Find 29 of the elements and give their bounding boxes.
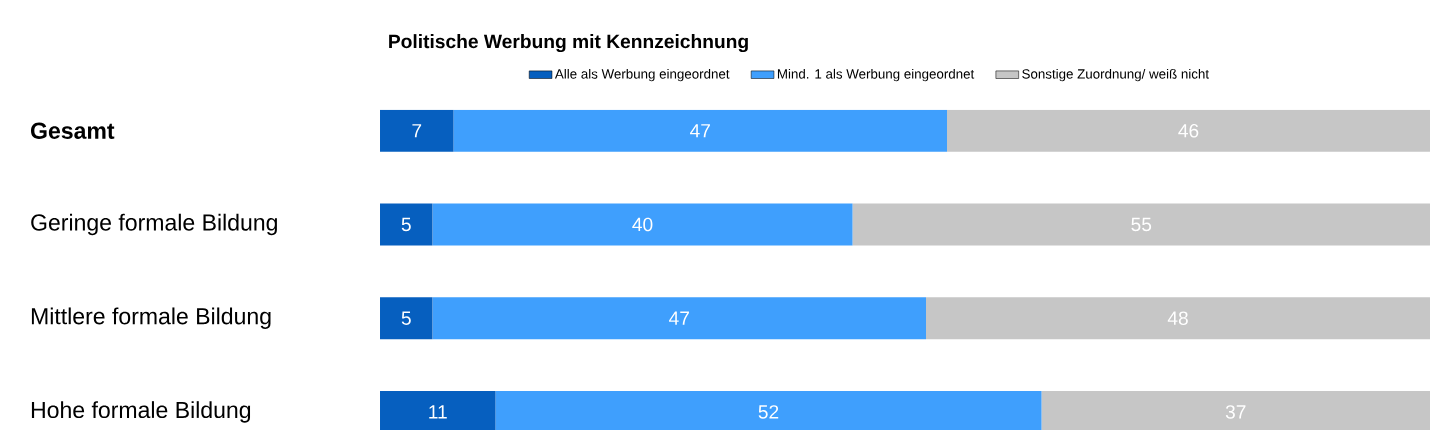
y-tick-label: Hohe formale Bildung bbox=[31, 401, 251, 423]
y-tick-label: Gesamt bbox=[30, 122, 115, 139]
bar bbox=[852, 203, 1430, 246]
legend-label: Alle als Werbung eingeordnet bbox=[554, 68, 730, 82]
y-tick-label: Geringe formale Bildung bbox=[31, 213, 277, 236]
data-label: 46 bbox=[1178, 123, 1199, 138]
legend-label: Sonstige Zuordnung/ weiß nicht bbox=[1022, 68, 1209, 82]
data-label: 7 bbox=[412, 124, 422, 138]
bar bbox=[380, 297, 433, 340]
data-label: 55 bbox=[1131, 217, 1152, 232]
bar bbox=[380, 109, 454, 152]
bar bbox=[432, 203, 853, 246]
data-label: 52 bbox=[758, 405, 779, 419]
bar bbox=[453, 109, 948, 152]
bar bbox=[926, 297, 1430, 340]
data-label: 40 bbox=[632, 217, 653, 232]
chart-title: Politische Werbung mit Kennzeichnung bbox=[389, 34, 748, 53]
data-label: 48 bbox=[1167, 311, 1188, 325]
data-label: 37 bbox=[1225, 405, 1246, 419]
data-label: 47 bbox=[669, 311, 689, 325]
y-tick-label: Mittlere formale Bildung bbox=[31, 307, 271, 329]
legend-label: Mind. 1 als Werbung eingeordnet bbox=[777, 68, 975, 82]
bar bbox=[947, 109, 1430, 152]
data-label: 5 bbox=[401, 217, 411, 232]
data-label: 5 bbox=[401, 311, 411, 325]
bar bbox=[380, 203, 433, 246]
bar bbox=[432, 297, 927, 340]
data-label: 47 bbox=[690, 124, 710, 138]
data-label: 11 bbox=[429, 405, 447, 419]
